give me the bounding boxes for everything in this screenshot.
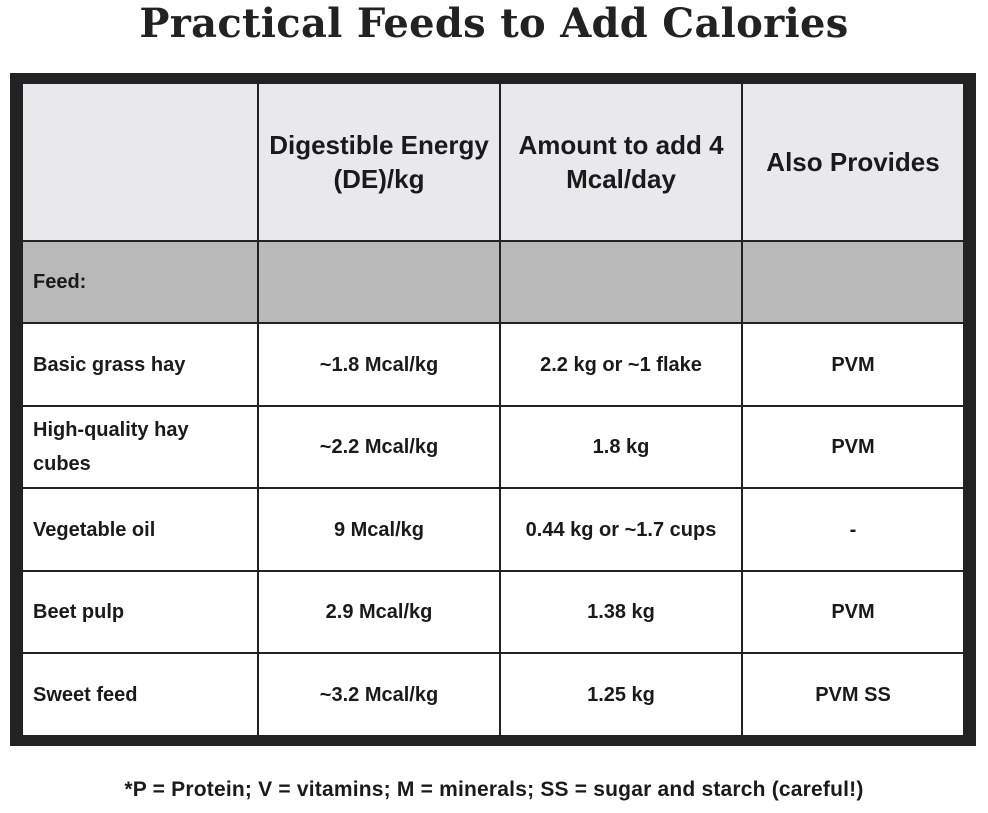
column-header-feed <box>23 84 259 242</box>
table-row: Beet pulp 2.9 Mcal/kg 1.38 kg PVM <box>23 569 963 655</box>
feed-name: Beet pulp <box>23 569 259 655</box>
amount-value: 1.25 kg <box>499 652 743 735</box>
table-row: Sweet feed ~3.2 Mcal/kg 1.25 kg PVM SS <box>23 652 963 735</box>
de-value: 9 Mcal/kg <box>257 487 501 572</box>
feed-name: Basic grass hay <box>23 322 259 407</box>
de-value: 2.9 Mcal/kg <box>257 569 501 655</box>
section-label: Feed: <box>23 239 259 325</box>
amount-value: 2.2 kg or ~1 flake <box>499 322 743 407</box>
feed-name: Sweet feed <box>23 652 259 735</box>
footnote: *P = Protein; V = vitamins; M = minerals… <box>124 778 864 801</box>
provides-value: PVM <box>741 569 963 655</box>
column-header-amount: Amount to add 4 Mcal/day <box>499 84 743 242</box>
provides-value: PVM <box>741 404 963 490</box>
table-frame: Digestible Energy (DE)/kg Amount to add … <box>10 73 976 746</box>
de-value: ~2.2 Mcal/kg <box>257 404 501 490</box>
amount-value: 1.8 kg <box>499 404 743 490</box>
provides-value: PVM SS <box>741 652 963 735</box>
feed-name: Vegetable oil <box>23 487 259 572</box>
provides-value: PVM <box>741 322 963 407</box>
amount-value: 0.44 kg or ~1.7 cups <box>499 487 743 572</box>
column-header-provides: Also Provides <box>741 84 963 242</box>
column-header-de: Digestible Energy (DE)/kg <box>257 84 501 242</box>
amount-value: 1.38 kg <box>499 569 743 655</box>
section-row: Feed: <box>23 239 963 325</box>
feeds-table: Digestible Energy (DE)/kg Amount to add … <box>23 84 963 735</box>
table-row: Basic grass hay ~1.8 Mcal/kg 2.2 kg or ~… <box>23 322 963 407</box>
section-cell <box>499 239 743 325</box>
section-cell <box>257 239 501 325</box>
section-cell <box>741 239 963 325</box>
provides-value: - <box>741 487 963 572</box>
de-value: ~1.8 Mcal/kg <box>257 322 501 407</box>
page-title: Practical Feeds to Add Calories <box>139 0 849 47</box>
de-value: ~3.2 Mcal/kg <box>257 652 501 735</box>
table-header-row: Digestible Energy (DE)/kg Amount to add … <box>23 84 963 242</box>
table-row: Vegetable oil 9 Mcal/kg 0.44 kg or ~1.7 … <box>23 487 963 572</box>
feed-name: High-quality hay cubes <box>23 404 259 490</box>
table-row: High-quality hay cubes ~2.2 Mcal/kg 1.8 … <box>23 404 963 490</box>
